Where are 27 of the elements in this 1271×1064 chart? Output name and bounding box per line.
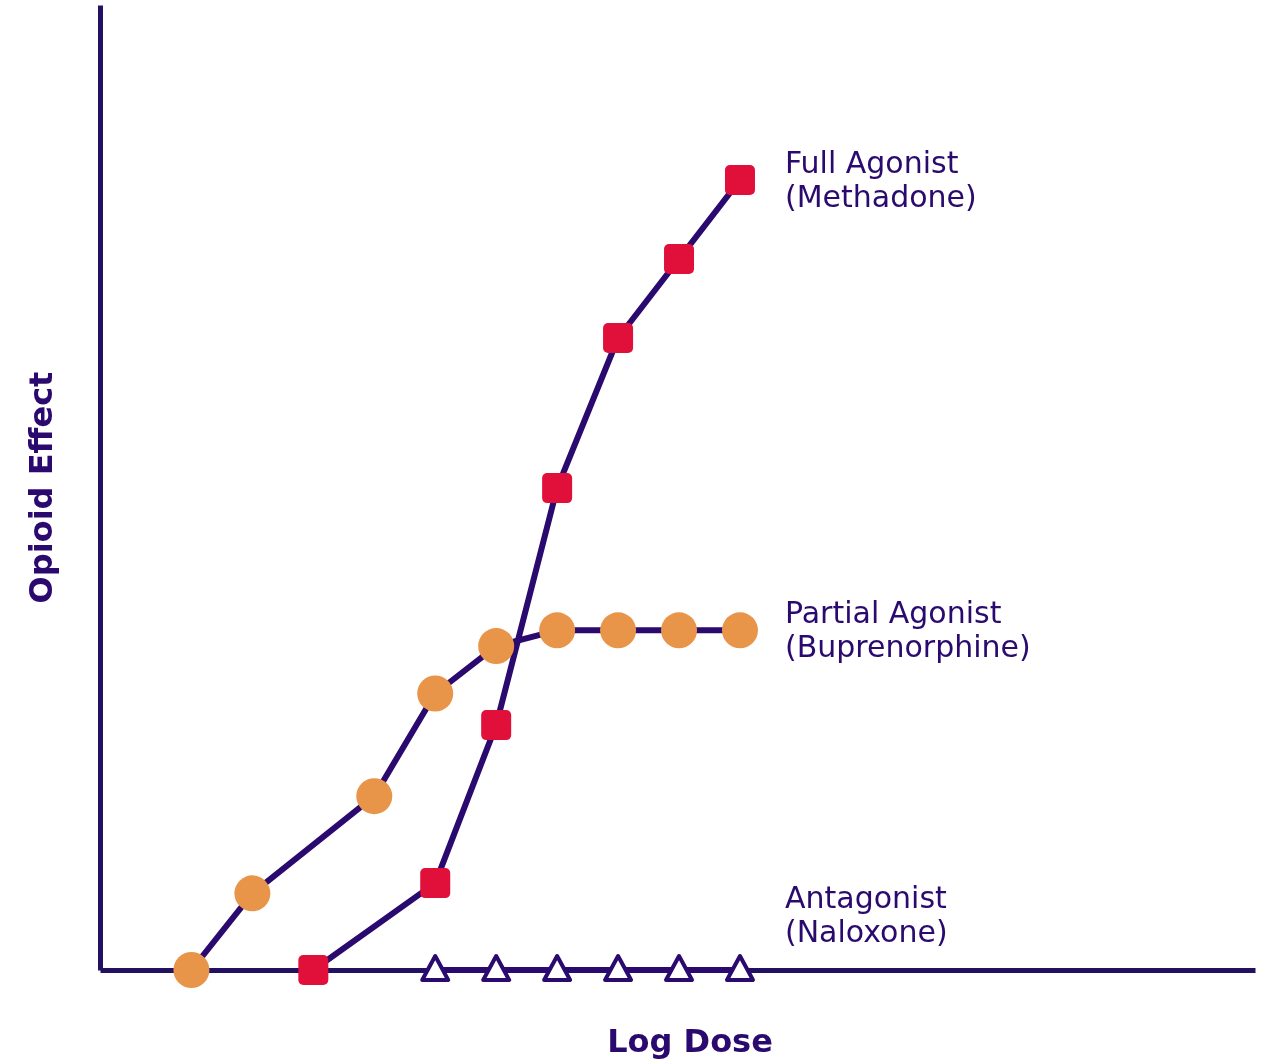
- point: [539, 612, 576, 649]
- point: [420, 868, 451, 899]
- point: [298, 955, 329, 985]
- series-label: Partial Agonist (Buprenorphine): [784, 594, 1031, 664]
- point: [664, 244, 695, 274]
- point: [173, 952, 210, 988]
- point: [417, 675, 454, 712]
- point: [481, 710, 512, 741]
- point: [481, 954, 512, 982]
- series-label: Full Agonist (Methadone): [784, 144, 977, 214]
- point: [420, 954, 451, 982]
- point: [664, 954, 695, 982]
- point: [478, 628, 515, 665]
- point: [724, 165, 755, 195]
- point: [542, 473, 573, 504]
- point: [603, 954, 634, 982]
- point: [603, 323, 634, 353]
- point: [721, 612, 758, 649]
- point: [356, 778, 393, 815]
- point: [724, 954, 755, 982]
- point: [661, 612, 698, 649]
- point: [600, 612, 637, 649]
- point: [234, 875, 271, 912]
- x-axis-title: Log Dose: [607, 1022, 773, 1060]
- y-axis-title: Opioid Effect: [22, 371, 60, 604]
- point: [542, 954, 573, 982]
- series-label: Antagonist (Naloxone): [784, 879, 948, 949]
